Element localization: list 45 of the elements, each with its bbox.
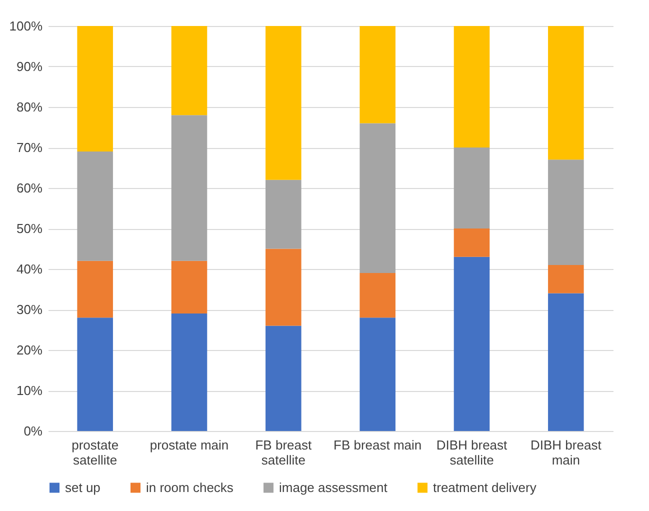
x-tick-label: FB breast main [334,438,422,452]
y-tick-label: 80% [16,100,43,114]
bar [454,256,490,431]
y-tick-label: 0% [24,424,43,438]
y-tick-label: 70% [16,140,43,155]
bar [360,318,396,431]
bar [266,326,302,431]
y-tick-label: 100% [9,18,43,34]
bar [266,248,302,326]
legend-label: in room checks [146,480,234,495]
x-tick-label: FB breast satellite [255,438,312,468]
legend-label: image assessment [279,480,388,495]
y-tick-label: 20% [16,342,43,358]
bar [360,123,396,274]
y-tick-label: 40% [16,262,43,276]
y-tick-label: 60% [16,180,43,196]
bar [548,160,584,265]
bar [454,26,490,148]
bar [77,26,113,152]
bar [266,180,302,249]
bar [171,314,208,431]
x-tick-label: DIBH breast satellite [436,438,508,468]
bar [77,260,113,318]
bar [77,152,113,261]
x-tick-label: prostate satellite [72,438,119,468]
bar [454,228,490,257]
bar [454,148,490,228]
x-tick-label: DIBH breast main [530,438,602,468]
y-tick-label: 10% [16,383,43,398]
y-tick-label: 50% [16,221,43,236]
bar [171,26,208,116]
bar [548,293,584,431]
bar [548,264,584,294]
bar [171,115,208,261]
legend-label: set up [65,480,100,495]
bar [360,273,396,318]
y-tick-label: 30% [16,302,43,317]
y-tick-label: 90% [16,59,43,74]
x-tick-label: prostate main [150,438,229,452]
bar [266,26,302,180]
bar [77,318,113,431]
bar [548,26,584,160]
bar [171,260,208,314]
legend-label: treatment delivery [433,480,537,495]
bar [360,26,396,124]
